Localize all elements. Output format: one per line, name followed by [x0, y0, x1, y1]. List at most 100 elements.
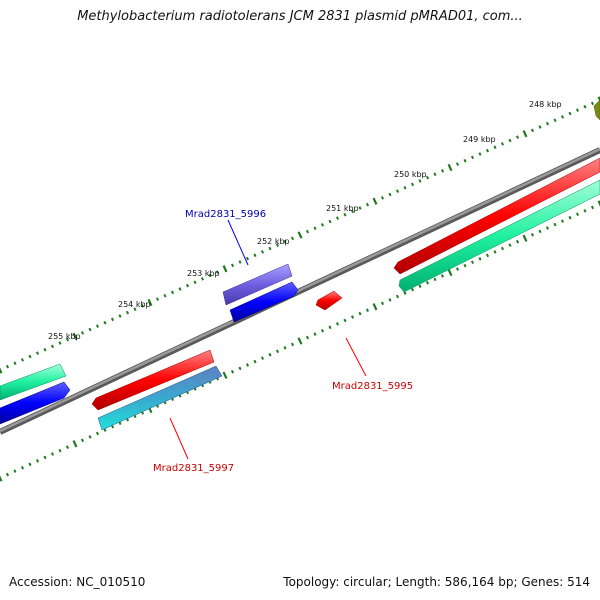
minor-tick: [545, 226, 550, 230]
gene-label-mrad2831-5997[interactable]: Mrad2831_5997: [153, 463, 234, 474]
gene-label-mrad2831-5996[interactable]: Mrad2831_5996: [185, 209, 266, 220]
minor-tick: [410, 182, 415, 187]
minor-tick: [35, 351, 40, 355]
map-title: Methylobacterium radiotolerans JCM 2831 …: [77, 9, 523, 24]
gene-feature-cyan[interactable]: [97, 365, 223, 431]
minor-tick: [583, 209, 587, 213]
minor-tick: [283, 346, 287, 350]
outer-tick-track: [0, 96, 600, 374]
kbp-label: 252 kbp: [257, 237, 290, 246]
minor-tick: [290, 236, 295, 241]
minor-tick: [88, 435, 92, 439]
minor-tick: [500, 142, 505, 146]
minor-tick: [508, 138, 512, 143]
gene-feature-blue[interactable]: [229, 281, 299, 323]
minor-tick: [485, 148, 490, 153]
minor-tick: [560, 219, 565, 223]
minor-tick: [568, 111, 572, 116]
gene-feature-red-small[interactable]: [315, 290, 343, 311]
minor-tick: [110, 317, 115, 322]
minor-tick: [328, 219, 332, 224]
minor-tick: [95, 431, 100, 436]
minor-tick: [418, 179, 422, 183]
minor-tick: [253, 359, 257, 364]
minor-tick: [43, 455, 47, 460]
minor-tick: [65, 445, 70, 449]
gene-label-mrad2831-5995[interactable]: Mrad2831_5995: [332, 381, 413, 392]
minor-tick: [305, 335, 310, 340]
minor-tick: [313, 332, 317, 336]
minor-tick: [425, 175, 430, 180]
minor-tick: [515, 239, 520, 244]
minor-tick: [508, 243, 512, 247]
gene-feature-violet[interactable]: [222, 263, 293, 306]
minor-tick: [80, 331, 85, 335]
minor-tick: [515, 135, 520, 139]
minor-tick: [455, 267, 460, 271]
gene-feature-teal-large[interactable]: [398, 179, 600, 293]
minor-tick: [268, 352, 272, 357]
minor-tick: [5, 364, 10, 369]
topology-summary: Topology: circular; Length: 586,164 bp; …: [283, 575, 590, 589]
minor-tick: [163, 293, 167, 298]
accession-text: Accession: NC_010510: [9, 575, 146, 589]
minor-tick: [58, 341, 62, 345]
minor-tick: [28, 462, 32, 467]
gene-feature-olive-edge[interactable]: [593, 99, 600, 121]
minor-tick: [545, 121, 550, 126]
minor-tick: [193, 280, 197, 285]
minor-tick: [28, 354, 32, 359]
major-tick: [447, 268, 453, 277]
minor-tick: [493, 145, 497, 150]
minor-tick: [583, 104, 587, 109]
major-tick: [597, 200, 600, 207]
minor-tick: [208, 273, 212, 278]
minor-tick: [418, 284, 422, 288]
minor-tick: [590, 205, 595, 210]
minor-tick: [88, 327, 92, 332]
kbp-label: 249 kbp: [463, 135, 496, 144]
minor-tick: [65, 337, 70, 342]
major-tick: [222, 371, 228, 379]
minor-tick: [275, 243, 280, 247]
minor-tick: [313, 226, 317, 231]
minor-tick: [230, 370, 235, 374]
major-tick: [297, 337, 303, 345]
plasmid-backbone: [0, 147, 600, 435]
minor-tick: [425, 280, 430, 285]
gene-feature-red-large[interactable]: [393, 157, 600, 275]
major-tick: [522, 130, 528, 138]
minor-tick: [80, 438, 85, 443]
minor-tick: [305, 229, 310, 234]
minor-tick: [380, 301, 385, 306]
minor-tick: [343, 318, 347, 323]
minor-tick: [155, 297, 160, 301]
minor-tick: [200, 277, 205, 281]
gene-feature-teal-left[interactable]: [0, 363, 67, 401]
minor-tick: [403, 291, 407, 295]
minor-tick: [500, 246, 505, 251]
minor-tick: [238, 366, 242, 371]
minor-tick: [320, 223, 325, 227]
minor-tick: [275, 349, 280, 354]
minor-tick: [440, 274, 445, 278]
gene-label-leaders: [169, 219, 367, 460]
kbp-label: 251 kbp: [326, 204, 359, 213]
minor-tick: [538, 229, 542, 234]
minor-tick: [215, 270, 220, 274]
major-tick: [72, 332, 78, 340]
gene-feature-blue-left[interactable]: [0, 381, 71, 425]
kbp-label: 248 kbp: [529, 100, 562, 109]
minor-tick: [440, 169, 445, 173]
minor-tick: [140, 304, 145, 308]
minor-tick: [350, 209, 355, 214]
minor-tick: [103, 320, 107, 325]
gene-feature-red-left[interactable]: [91, 349, 215, 411]
minor-tick: [388, 298, 392, 302]
kbp-label: 250 kbp: [394, 170, 427, 179]
minor-tick: [463, 263, 467, 268]
minor-tick: [260, 250, 265, 254]
minor-tick: [395, 294, 400, 299]
minor-tick: [358, 311, 362, 316]
